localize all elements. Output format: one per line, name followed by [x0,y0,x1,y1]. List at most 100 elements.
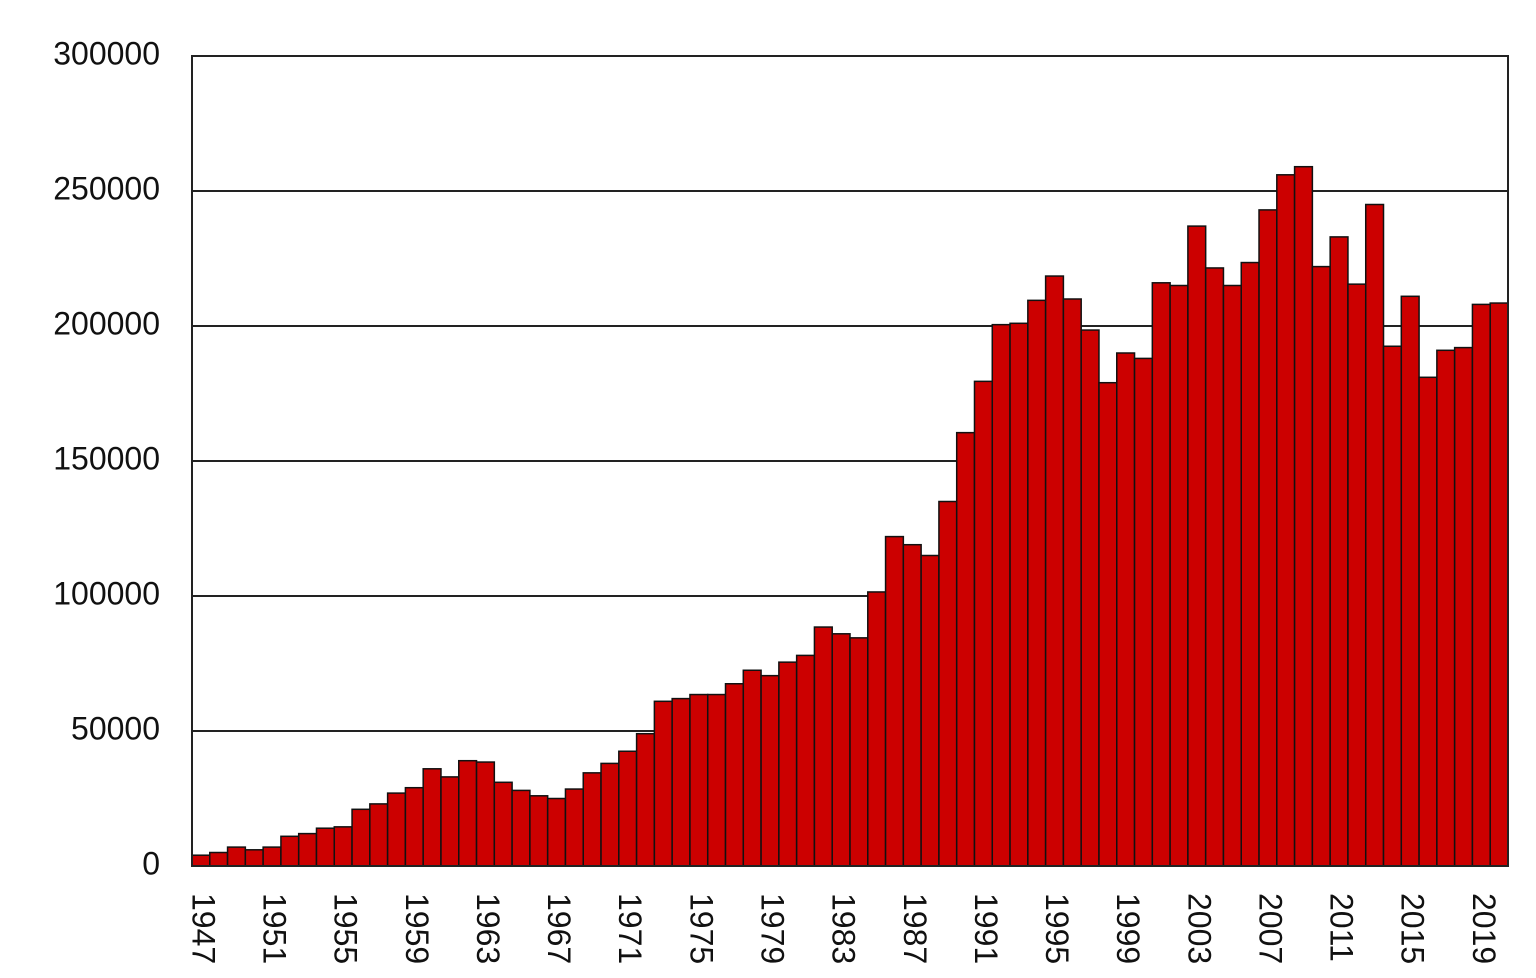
bar [280,835,300,867]
bar [1436,349,1456,867]
x-tick-label: 2007 [1252,893,1288,964]
bar [546,797,567,867]
x-tick-label: 2011 [1324,893,1360,962]
bar [938,500,958,867]
bar [671,697,691,867]
bar [333,826,353,867]
bar [440,776,460,867]
x-tick-label: 2019 [1466,893,1502,964]
bar [760,674,780,867]
bar [1151,282,1171,867]
bar [902,543,922,867]
x-tick-label: 1963 [470,893,506,964]
bar [1098,381,1118,867]
bar [653,700,673,867]
x-tick-label: 1947 [185,893,221,964]
bar [1489,302,1509,867]
bar [458,759,478,867]
bar [1116,352,1136,867]
bar [1471,303,1491,867]
x-tick-label: 1967 [541,893,577,964]
bar [1453,346,1474,867]
bar [529,795,549,867]
bar [1240,261,1260,867]
y-tick-label: 300000 [53,35,160,71]
bar [813,626,833,867]
bar [1133,357,1154,867]
bar [582,772,602,867]
y-tick-label: 100000 [53,575,160,611]
bar [1169,284,1189,867]
bar [1382,345,1403,867]
bar [1080,329,1100,867]
bar [209,851,229,867]
bar [1364,203,1385,867]
bar [1347,283,1367,867]
bar [742,669,762,867]
x-tick-label: 1987 [897,893,933,964]
bar [920,554,940,867]
x-tick-label: 1991 [968,893,1004,964]
bar [1276,174,1296,867]
bar [262,846,282,867]
x-tick-label: 1951 [257,893,293,964]
x-tick-label: 1995 [1039,893,1075,964]
bar [706,693,727,867]
plot-frame [191,55,1509,867]
bar [1418,376,1438,867]
bar [867,591,887,867]
bar [351,808,371,867]
bar [386,792,407,867]
bar [369,803,389,867]
bar [778,661,798,867]
bar [1187,225,1207,867]
bar [511,789,531,867]
bar [618,750,638,867]
bar [564,788,584,867]
bar [1044,275,1065,867]
bar [795,654,816,867]
bar [1258,209,1278,867]
bar [1222,284,1242,867]
x-tick-label: 1983 [826,893,862,964]
bar [493,781,513,867]
bar [973,380,994,867]
x-tick-label: 1999 [1110,893,1146,964]
bar [1062,298,1082,867]
bar [724,683,745,867]
bar [600,762,620,867]
bar [1293,165,1314,867]
bar [849,637,869,867]
y-tick-label: 0 [142,845,160,881]
bar [475,761,496,867]
bar [1009,322,1029,867]
x-tick-label: 1959 [399,893,435,964]
y-tick-label: 150000 [53,440,160,476]
y-tick-label: 250000 [53,170,160,206]
x-tick-label: 1955 [328,893,364,964]
bar [1311,265,1331,867]
bar [422,768,442,867]
x-tick-label: 2003 [1181,893,1217,964]
x-tick-label: 1979 [755,893,791,964]
bar [689,693,709,867]
bar [1400,295,1420,867]
bar [884,535,905,867]
y-tick-label: 50000 [71,710,160,746]
bar [226,846,247,867]
bar [297,832,318,867]
bar [635,732,656,867]
bar [404,786,424,867]
bar [955,431,976,867]
bar [1204,267,1225,867]
y-tick-label: 200000 [53,305,160,341]
x-tick-label: 1971 [612,893,648,964]
bar [1027,299,1047,867]
x-tick-label: 1975 [683,893,719,964]
bar [315,827,336,867]
bar [1329,236,1349,867]
bar [244,849,264,867]
bar [831,633,851,867]
